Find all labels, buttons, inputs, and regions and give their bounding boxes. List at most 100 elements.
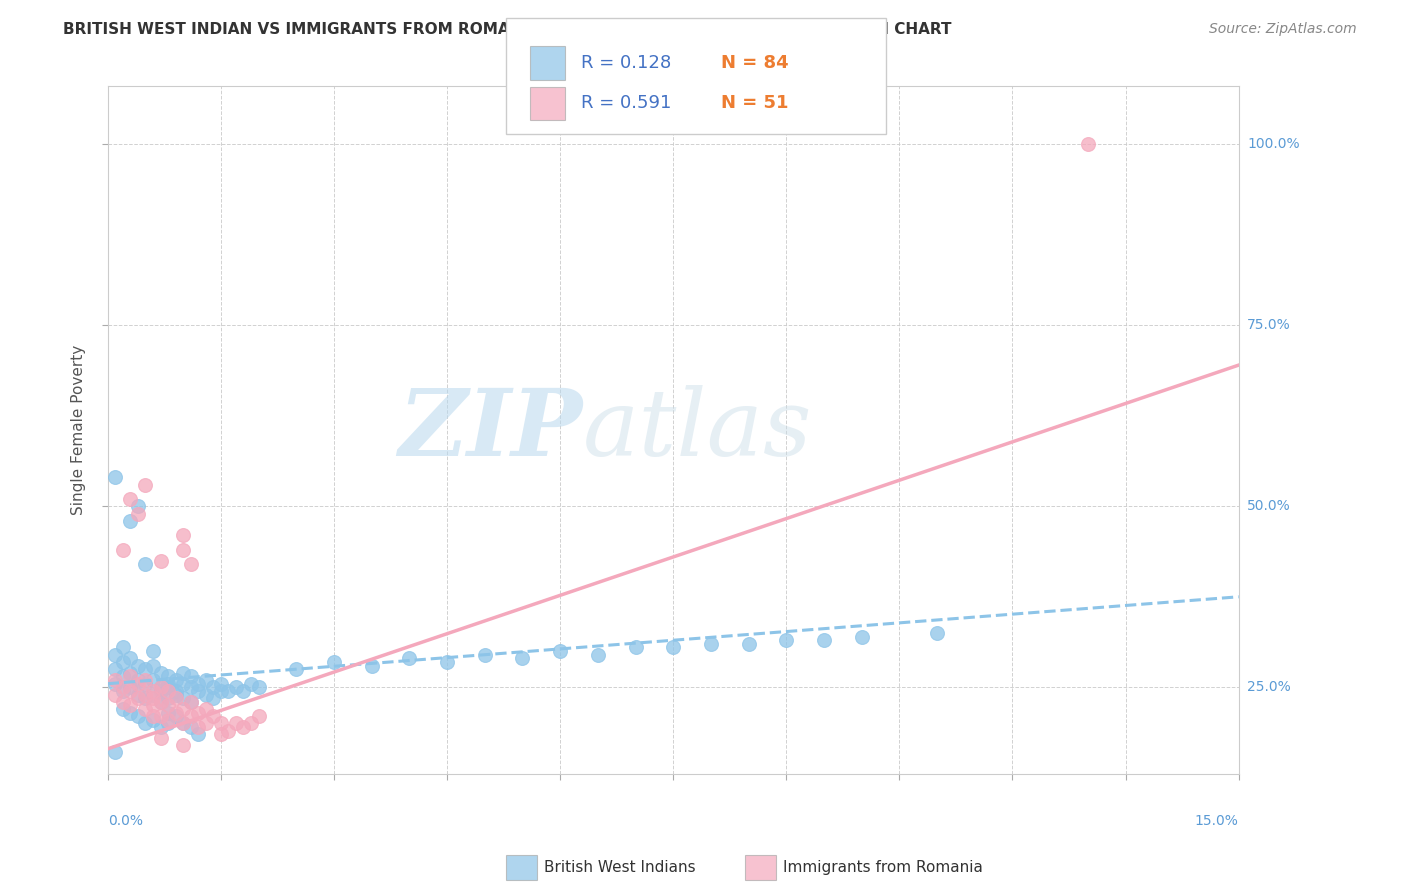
Point [134, 688, 156, 702]
Point [120, 651, 142, 665]
Point [157, 716, 180, 731]
Text: R = 0.128: R = 0.128 [581, 54, 671, 72]
Point [180, 669, 202, 683]
Point [240, 716, 263, 731]
Point [111, 702, 134, 716]
Point [157, 706, 180, 720]
Point [232, 684, 254, 698]
Point [209, 727, 232, 741]
Point [134, 702, 156, 716]
Point [142, 658, 165, 673]
Point [104, 688, 127, 702]
Point [225, 716, 247, 731]
Point [172, 716, 194, 731]
Point [104, 662, 127, 676]
Point [120, 665, 142, 680]
Point [180, 681, 202, 695]
Point [111, 655, 134, 669]
Text: 100.0%: 100.0% [1247, 137, 1299, 152]
Point [142, 713, 165, 727]
Point [180, 558, 202, 572]
Point [149, 720, 172, 734]
Point [142, 709, 165, 723]
Point [700, 637, 723, 651]
Point [104, 470, 127, 484]
Point [127, 691, 149, 706]
Point [194, 688, 217, 702]
Point [775, 633, 797, 648]
Text: 15.0%: 15.0% [1195, 814, 1239, 828]
Point [111, 640, 134, 655]
Point [285, 662, 308, 676]
Point [149, 684, 172, 698]
Point [157, 713, 180, 727]
Point [111, 681, 134, 695]
Point [217, 684, 239, 698]
Point [134, 662, 156, 676]
Point [194, 673, 217, 687]
Point [187, 727, 209, 741]
Point [1077, 137, 1099, 152]
Point [247, 681, 270, 695]
Point [172, 542, 194, 557]
Point [180, 720, 202, 734]
Point [187, 684, 209, 698]
Point [120, 491, 142, 506]
Text: R = 0.591: R = 0.591 [581, 95, 671, 112]
Point [157, 676, 180, 690]
Point [142, 684, 165, 698]
Point [157, 681, 180, 695]
Text: atlas: atlas [582, 385, 813, 475]
Point [127, 676, 149, 690]
Point [165, 706, 187, 720]
Point [194, 716, 217, 731]
Point [142, 673, 165, 687]
Point [225, 681, 247, 695]
Point [586, 648, 609, 662]
Text: Source: ZipAtlas.com: Source: ZipAtlas.com [1209, 22, 1357, 37]
Point [209, 716, 232, 731]
Point [127, 688, 149, 702]
Point [120, 669, 142, 683]
Text: Immigrants from Romania: Immigrants from Romania [783, 860, 983, 874]
Point [134, 477, 156, 491]
Point [111, 684, 134, 698]
Point [247, 709, 270, 723]
Point [149, 709, 172, 723]
Point [165, 673, 187, 687]
Point [165, 709, 187, 723]
Point [157, 698, 180, 713]
Point [111, 542, 134, 557]
Point [149, 681, 172, 695]
Text: N = 51: N = 51 [721, 95, 789, 112]
Point [149, 695, 172, 709]
Point [436, 655, 458, 669]
Point [624, 640, 647, 655]
Point [142, 698, 165, 713]
Point [925, 626, 948, 640]
Point [157, 684, 180, 698]
Point [120, 514, 142, 528]
Point [157, 669, 180, 683]
Text: 75.0%: 75.0% [1247, 318, 1291, 333]
Point [851, 630, 873, 644]
Point [111, 669, 134, 683]
Point [157, 691, 180, 706]
Point [662, 640, 685, 655]
Point [120, 681, 142, 695]
Point [172, 702, 194, 716]
Point [165, 691, 187, 706]
Point [104, 673, 127, 687]
Text: 0.0%: 0.0% [108, 814, 143, 828]
Point [104, 676, 127, 690]
Point [120, 698, 142, 713]
Point [398, 651, 420, 665]
Point [187, 676, 209, 690]
Point [127, 673, 149, 687]
Point [134, 558, 156, 572]
Point [180, 709, 202, 723]
Point [512, 651, 534, 665]
Point [134, 716, 156, 731]
Point [474, 648, 496, 662]
Point [209, 676, 232, 690]
